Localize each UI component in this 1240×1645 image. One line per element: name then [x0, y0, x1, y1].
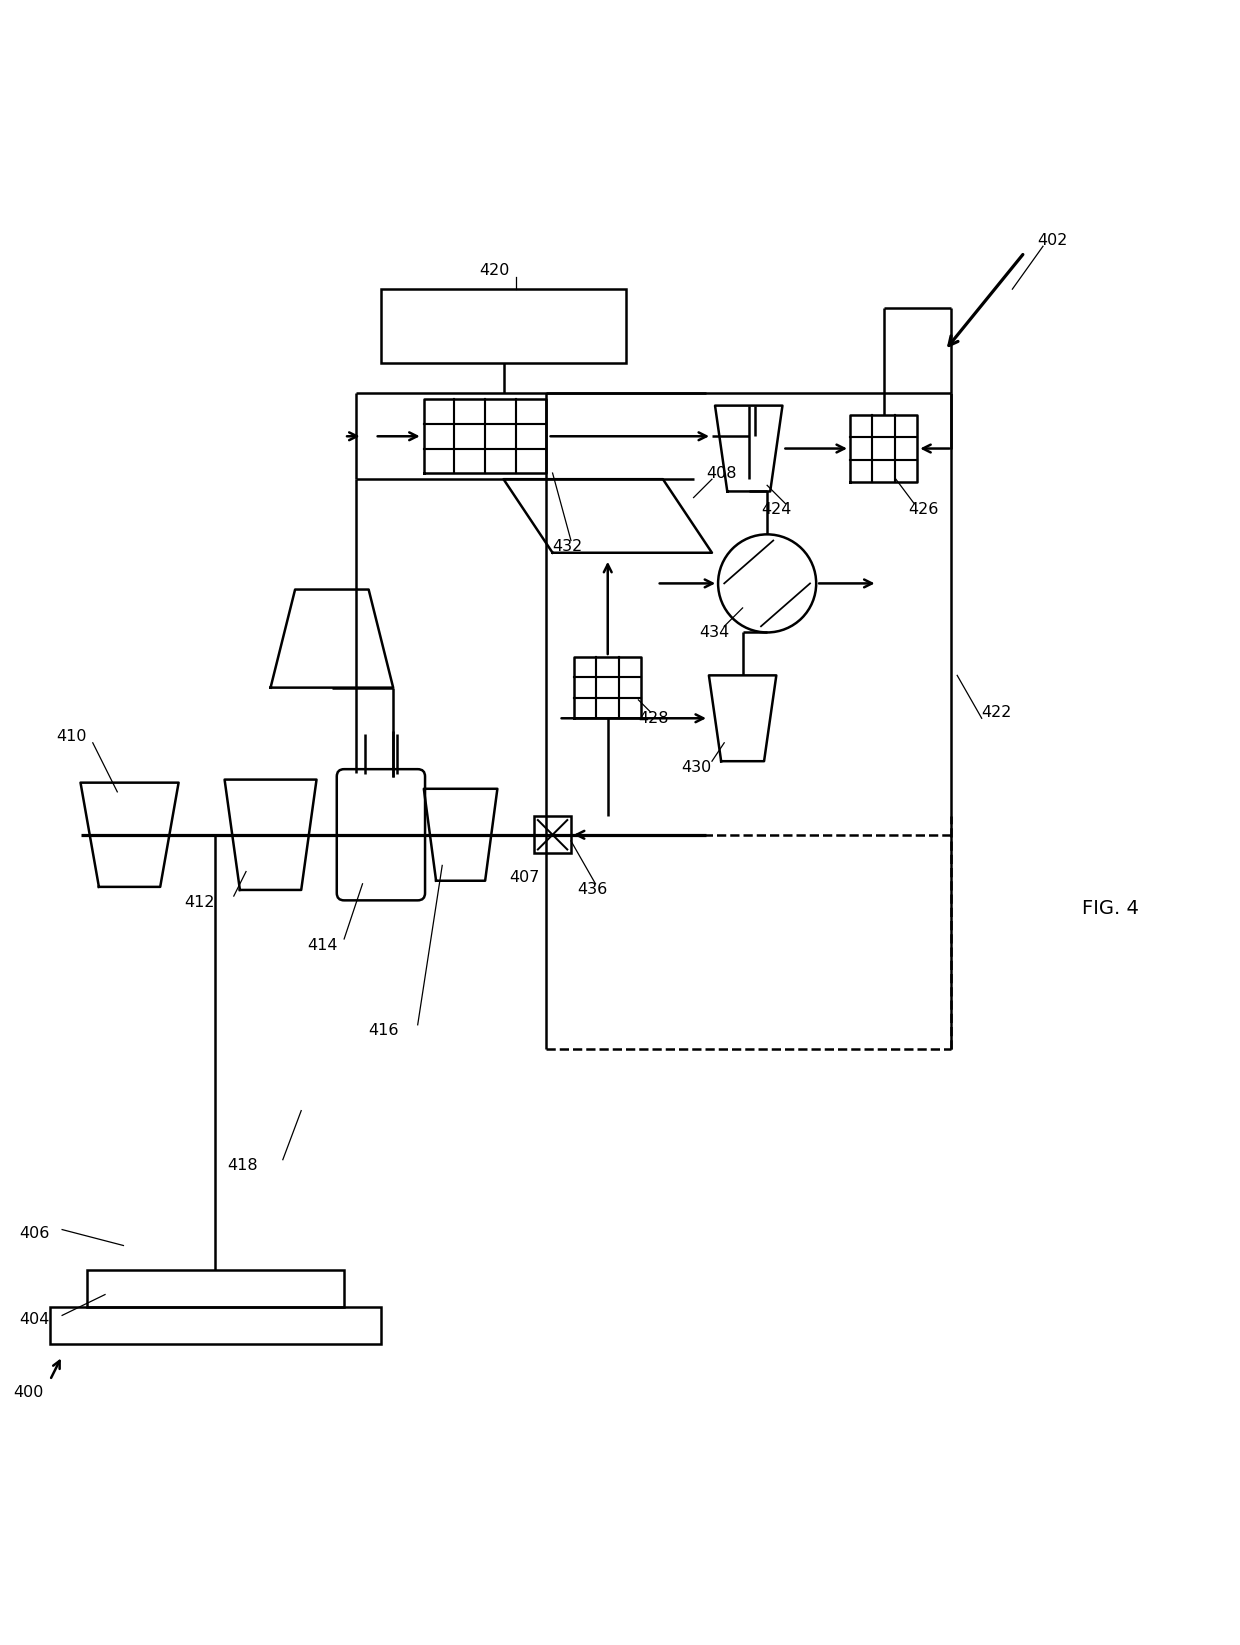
Text: 418: 418 — [228, 1158, 258, 1173]
Text: 414: 414 — [308, 938, 337, 952]
Text: 402: 402 — [1037, 232, 1068, 248]
Text: 410: 410 — [56, 729, 87, 744]
Text: 434: 434 — [699, 625, 730, 640]
Text: 416: 416 — [368, 1023, 399, 1038]
Text: FIG. 4: FIG. 4 — [1083, 898, 1138, 918]
Text: 420: 420 — [479, 263, 510, 278]
Bar — [534, 816, 570, 854]
Text: 412: 412 — [185, 895, 216, 910]
Text: 408: 408 — [706, 466, 737, 480]
Text: 400: 400 — [14, 1385, 43, 1400]
Text: 406: 406 — [19, 1226, 50, 1240]
Bar — [87, 1270, 345, 1306]
Text: 404: 404 — [19, 1311, 50, 1326]
Text: 432: 432 — [553, 540, 583, 554]
Text: 407: 407 — [510, 870, 541, 885]
Text: 422: 422 — [982, 704, 1012, 719]
Text: 436: 436 — [577, 882, 608, 898]
Text: 426: 426 — [908, 502, 939, 517]
Text: 428: 428 — [639, 711, 668, 725]
Bar — [381, 290, 626, 362]
Bar — [50, 1306, 381, 1344]
Text: 430: 430 — [681, 760, 712, 775]
Text: 424: 424 — [761, 502, 791, 517]
